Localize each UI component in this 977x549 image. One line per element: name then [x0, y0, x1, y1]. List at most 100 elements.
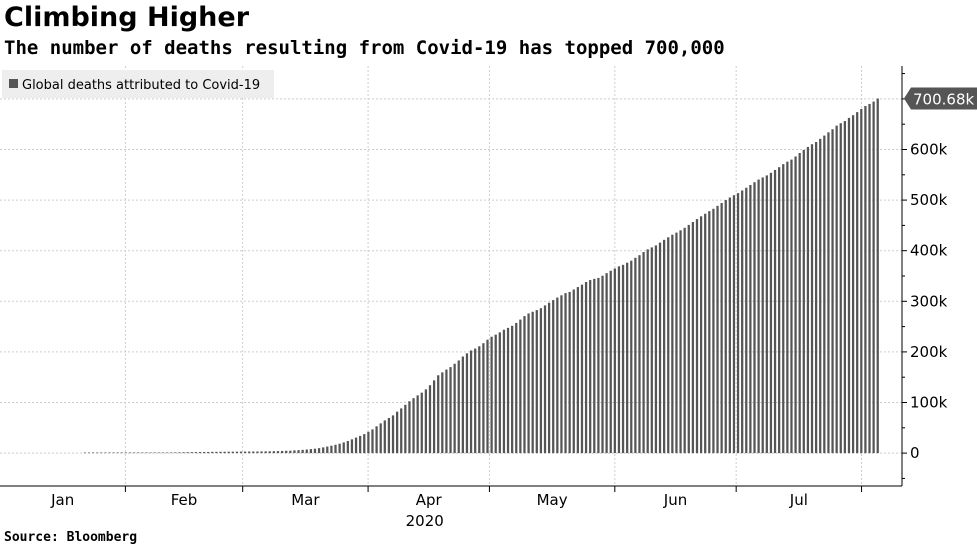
bar [658, 242, 662, 454]
bar [207, 451, 210, 454]
bar [819, 138, 822, 454]
bar [650, 247, 653, 454]
bar [589, 280, 592, 454]
bar [531, 311, 534, 454]
callout-label: 700.68k [913, 91, 974, 109]
x-month-label: Feb [171, 491, 198, 509]
bar [552, 300, 555, 454]
bar [469, 350, 473, 454]
bar [511, 325, 514, 454]
bar [264, 451, 267, 454]
bar [231, 451, 234, 454]
bar [547, 302, 551, 454]
bar [716, 205, 719, 454]
bar [667, 237, 670, 454]
bar [708, 211, 711, 454]
bar [486, 339, 489, 454]
bar [519, 319, 522, 454]
bar [153, 452, 156, 454]
bar [317, 448, 321, 454]
bar [560, 295, 563, 454]
bar [564, 293, 567, 454]
bar [235, 451, 239, 454]
bar [465, 353, 469, 454]
bar [868, 103, 871, 454]
bar [593, 278, 596, 454]
bar [539, 308, 543, 454]
bar [856, 112, 859, 454]
bar [227, 451, 230, 454]
bar [576, 287, 579, 454]
chart-title: Climbing Higher [4, 2, 250, 33]
bar [280, 450, 284, 454]
bar [354, 437, 358, 454]
y-tick-label: 500k [910, 191, 948, 209]
bar [170, 452, 173, 454]
bar [728, 197, 731, 454]
last-value-callout: 700.68k [904, 87, 977, 110]
bar [745, 187, 748, 454]
bar [753, 182, 756, 454]
bar [375, 426, 378, 454]
bar [396, 411, 399, 454]
bar [695, 219, 699, 454]
bar [416, 395, 419, 454]
bar [239, 451, 243, 454]
bar [219, 451, 222, 454]
bar [794, 156, 797, 454]
bar [272, 451, 276, 454]
bar [334, 444, 337, 454]
bar [568, 291, 571, 454]
bar [445, 369, 448, 454]
bar [699, 216, 703, 454]
bar [736, 193, 740, 454]
bar [691, 221, 695, 454]
bar [535, 310, 538, 454]
bar [174, 452, 177, 454]
bar [137, 452, 140, 454]
bar [87, 452, 91, 454]
x-month-label: Jul [789, 491, 808, 509]
bar [116, 452, 119, 454]
bar [634, 257, 637, 454]
bar [432, 380, 436, 454]
bar [350, 439, 354, 454]
bar [617, 266, 621, 454]
bar [601, 275, 604, 454]
bar [322, 447, 325, 454]
bar [872, 101, 875, 454]
bar [293, 450, 296, 454]
bar [371, 429, 374, 454]
bar [149, 452, 152, 454]
bar [757, 179, 760, 454]
bar [141, 452, 144, 454]
bar [100, 452, 103, 454]
bar [638, 255, 641, 454]
bar [675, 232, 678, 454]
bar [194, 452, 197, 454]
bar [835, 125, 838, 454]
bar [720, 203, 723, 454]
bar [827, 132, 830, 454]
bar [876, 98, 879, 454]
x-month-label: Jun [663, 491, 687, 509]
bar [732, 195, 736, 454]
bar [683, 227, 686, 454]
bar [330, 445, 333, 454]
x-month-label: May [537, 491, 568, 509]
bar [749, 184, 752, 454]
bar [437, 375, 440, 454]
chart-subtitle: The number of deaths resulting from Covi… [4, 37, 725, 59]
bar [313, 448, 317, 454]
bar [285, 450, 288, 454]
bar [831, 129, 834, 454]
bar [165, 452, 169, 454]
bar [847, 117, 851, 454]
bar [211, 451, 214, 454]
bar [671, 234, 674, 454]
bar [346, 440, 349, 454]
bar [268, 451, 271, 454]
bar [182, 452, 185, 454]
bar [663, 239, 666, 454]
